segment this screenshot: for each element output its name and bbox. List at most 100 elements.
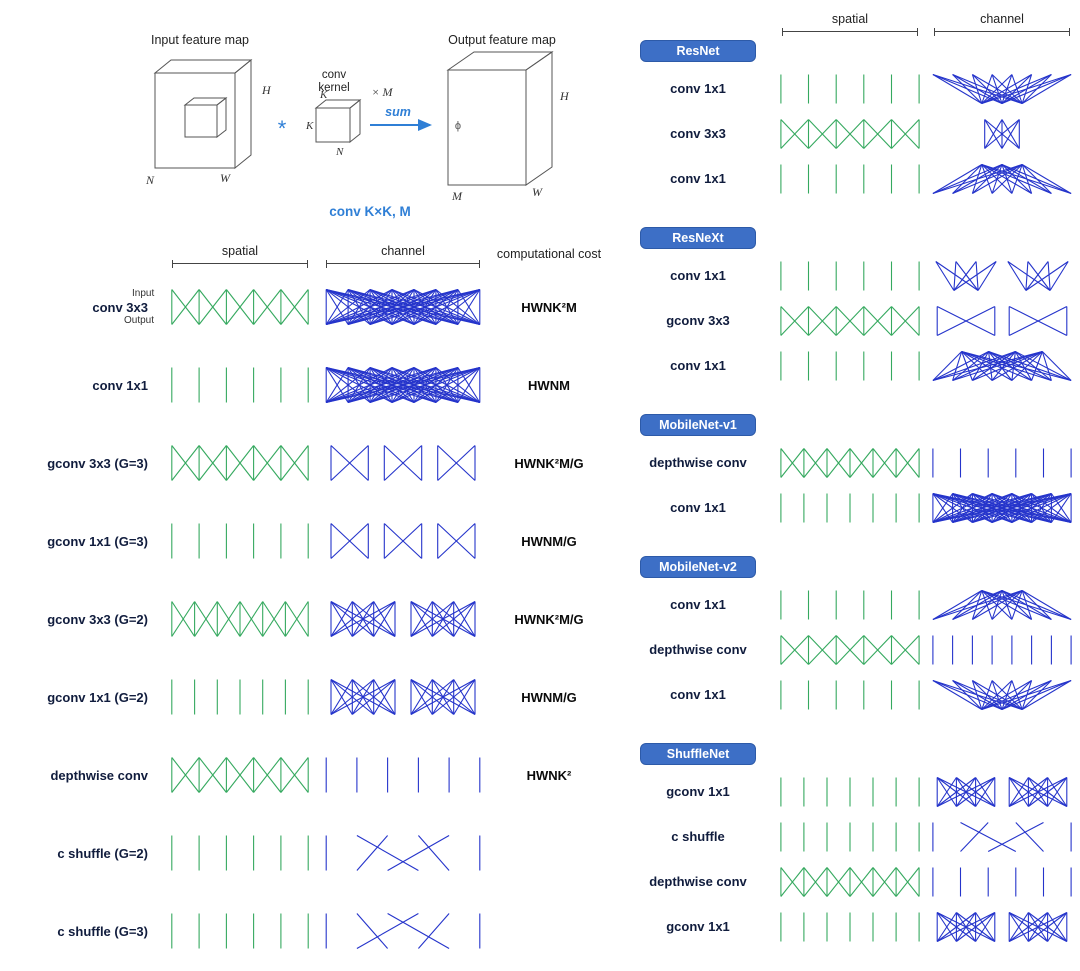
- architecture-row: conv 1x1: [622, 156, 1078, 201]
- left-table-row: gconv 1x1 (G=3) HWNM/G: [16, 502, 608, 580]
- left-table-row: c shuffle (G=3): [16, 892, 608, 970]
- channel-pattern-cell: [926, 865, 1078, 899]
- operation-label: depthwise conv: [649, 642, 747, 657]
- architecture-row: conv 1x1: [622, 485, 1078, 530]
- right-panel-header: spatial channel: [622, 6, 1078, 36]
- output-feature-map-label: Output feature map: [448, 33, 556, 47]
- left-table-rows: conv 3x3 Input Output HWNK²M conv 1x1 HWNM gco…: [16, 268, 608, 970]
- spatial-pattern: [780, 447, 920, 478]
- channel-pattern-cell: [926, 775, 1078, 809]
- spatial-pattern: [780, 866, 920, 897]
- operation-label: c shuffle (G=2): [57, 845, 148, 861]
- spatial-pattern-cell: [774, 349, 926, 383]
- left-table-row: c shuffle (G=2): [16, 814, 608, 892]
- input-feature-map-label: Input feature map: [151, 33, 249, 47]
- architecture-section: MobileNet-v1 depthwise conv conv 1x1: [622, 414, 1078, 530]
- operation-label: depthwise conv: [649, 874, 747, 889]
- spatial-pattern-cell: [164, 365, 316, 405]
- channel-pattern-cell: [316, 287, 490, 327]
- channel-pattern: [330, 601, 476, 637]
- spatial-pattern: [171, 367, 309, 403]
- spatial-pattern: [780, 74, 920, 103]
- kernel-n-label: N: [335, 146, 344, 158]
- architecture-row: gconv 1x1: [622, 904, 1078, 949]
- operation-label: conv 1x1: [670, 81, 726, 96]
- operation-label: gconv 1x1 (G=2): [47, 689, 148, 705]
- channel-pattern-cell: [926, 349, 1078, 383]
- spatial-pattern-cell: Input Output: [124, 287, 316, 327]
- spatial-header-label: spatial: [221, 244, 259, 258]
- spatial-pattern: [780, 261, 920, 290]
- channel-pattern: [932, 163, 1072, 194]
- architecture-row: conv 1x1: [622, 672, 1078, 717]
- sum-label: sum: [385, 105, 411, 119]
- architecture-row: conv 1x1: [622, 343, 1078, 388]
- spatial-pattern-cell: [774, 117, 926, 151]
- spatial-pattern-cell: [164, 677, 316, 717]
- channel-pattern: [936, 305, 1068, 336]
- channel-pattern: [932, 73, 1072, 104]
- channel-pattern: [932, 679, 1072, 710]
- channel-pattern-cell: [926, 446, 1078, 480]
- channel-pattern-cell: [926, 820, 1078, 854]
- architecture-section: ResNeXt conv 1x1 gconv 3x3 conv 1x1: [622, 227, 1078, 388]
- channel-bracket: [326, 260, 480, 268]
- channel-pattern-cell: [316, 833, 490, 873]
- spatial-pattern: [171, 523, 309, 559]
- computational-cost: HWNK²M/G: [514, 455, 584, 471]
- channel-pattern-cell: [926, 72, 1078, 106]
- spatial-pattern: [780, 118, 920, 149]
- channel-pattern: [932, 635, 1072, 664]
- computational-cost: HWNM/G: [521, 533, 577, 549]
- spatial-pattern-cell: [164, 911, 316, 951]
- badge-row: MobileNet-v2: [622, 556, 1078, 578]
- left-table-row: gconv 1x1 (G=2) HWNM/G: [16, 658, 608, 736]
- conv-caption: conv K×K, M: [329, 204, 410, 219]
- channel-pattern: [932, 448, 1072, 477]
- spatial-pattern-cell: [774, 588, 926, 622]
- spatial-pattern: [171, 757, 309, 793]
- channel-pattern-cell: [316, 755, 490, 795]
- spatial-pattern: [780, 777, 920, 806]
- architecture-row: conv 1x1: [622, 253, 1078, 298]
- badge-row: MobileNet-v1: [622, 414, 1078, 436]
- spatial-pattern: [780, 305, 920, 336]
- kernel-label-line2: kernel: [318, 82, 349, 94]
- operation-label: gconv 3x3: [666, 313, 730, 328]
- spatial-pattern: [780, 634, 920, 665]
- operation-label: c shuffle: [671, 829, 725, 844]
- spatial-bracket: [782, 28, 918, 36]
- channel-pattern-cell: [926, 259, 1078, 293]
- spatial-pattern-cell: [774, 72, 926, 106]
- operation-label: conv 3x3: [670, 126, 726, 141]
- channel-pattern: [330, 445, 476, 481]
- kernel-k-left-label: K: [305, 120, 314, 132]
- computational-cost: HWNK²M/G: [514, 611, 584, 627]
- channel-pattern: [330, 679, 476, 715]
- operation-label: depthwise conv: [50, 767, 148, 783]
- spatial-pattern-cell: [774, 910, 926, 944]
- channel-pattern-cell: [316, 677, 490, 717]
- channel-pattern-cell: [926, 588, 1078, 622]
- kernel-k-top-label: K: [319, 89, 328, 101]
- left-table-row: conv 3x3 Input Output HWNK²M: [16, 268, 608, 346]
- operation-label: depthwise conv: [649, 455, 747, 470]
- architecture-section: ResNet conv 1x1 conv 3x3 conv 1x1: [622, 40, 1078, 201]
- spatial-pattern-cell: [164, 443, 316, 483]
- operation-label: conv 3x3: [92, 299, 148, 315]
- operation-label: gconv 3x3 (G=3): [47, 455, 148, 471]
- channel-bracket: [934, 28, 1070, 36]
- spatial-header: spatial: [774, 12, 926, 36]
- architecture-row: conv 3x3: [622, 111, 1078, 156]
- spatial-pattern-cell: [164, 755, 316, 795]
- spatial-pattern-cell: [774, 820, 926, 854]
- operations-table: spatial channel computational cost conv …: [16, 238, 608, 970]
- operation-label: conv 1x1: [670, 171, 726, 186]
- channel-pattern-cell: [926, 162, 1078, 196]
- input-h-label: H: [261, 83, 272, 97]
- conv-operation-diagram: Input feature map H W N * conv kernel K …: [145, 33, 570, 219]
- channel-pattern-cell: [926, 633, 1078, 667]
- channel-pattern: [325, 913, 481, 949]
- spatial-pattern-cell: [774, 304, 926, 338]
- conv-kernel-box: [314, 98, 362, 144]
